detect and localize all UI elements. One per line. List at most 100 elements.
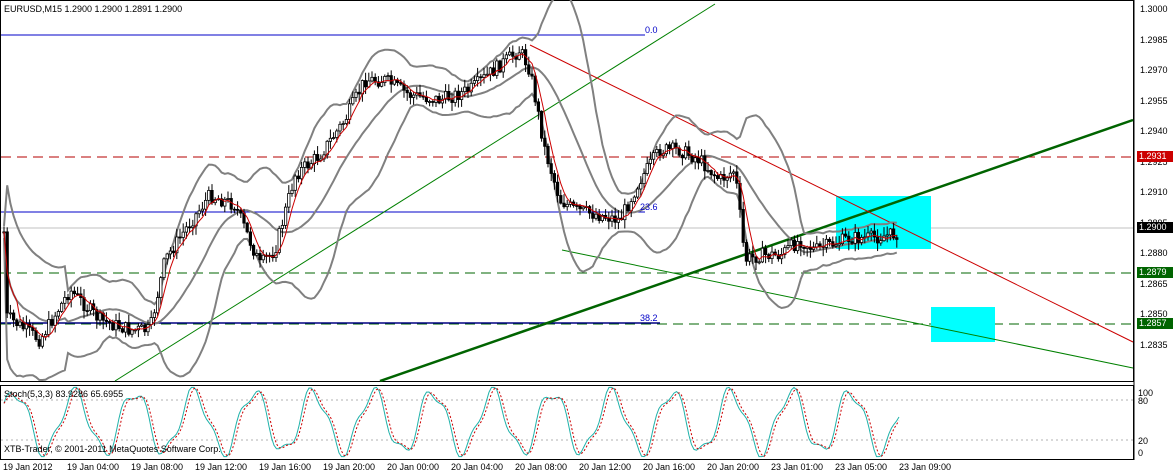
candle-body	[885, 234, 889, 237]
candle-body	[159, 277, 163, 298]
candle-body	[488, 67, 493, 75]
candle-body	[44, 334, 48, 338]
candle-body	[53, 315, 57, 326]
candle-body	[594, 213, 598, 219]
candle-body	[543, 137, 547, 147]
candle-body	[879, 240, 883, 244]
candle-body	[219, 198, 224, 207]
candle-body	[411, 94, 416, 98]
candle-body	[85, 310, 89, 312]
fib-label-382: 38.2	[640, 313, 658, 323]
stoch-level-label-0: 0	[1138, 448, 1144, 458]
candle-body	[328, 137, 333, 142]
time-scale-label: 19 Jan 04:00	[67, 462, 120, 472]
candle-body	[8, 312, 12, 315]
candle-body	[716, 175, 720, 179]
copyright-text: XTB-Trader, © 2001-2011 MetaQuotes Softw…	[4, 444, 221, 454]
candle-body	[408, 92, 413, 98]
price-tag-support-2: 1.2857	[1137, 318, 1173, 329]
candle-body	[251, 244, 256, 256]
candle-body	[639, 183, 643, 190]
price-scale-label: 1.3000	[1140, 4, 1168, 14]
candle-body	[315, 154, 320, 161]
candle-body	[98, 312, 102, 321]
candle-body	[882, 235, 886, 242]
candle-body	[648, 158, 653, 164]
price-scale-label: 1.2835	[1140, 339, 1168, 350]
candle-body	[431, 101, 435, 103]
candle-body	[335, 130, 339, 138]
candle-body	[712, 174, 717, 177]
candle-body	[40, 336, 45, 347]
candle-body	[517, 52, 521, 60]
candle-body	[687, 146, 691, 156]
candle-body	[226, 198, 230, 200]
time-scale-label: 23 Jan 01:00	[771, 462, 824, 472]
candle-body	[799, 241, 803, 248]
candle-body	[581, 206, 585, 210]
candle-body	[549, 163, 553, 174]
candle-body	[303, 161, 307, 168]
candle-body	[652, 152, 656, 160]
candle-body	[229, 198, 233, 210]
candle-body	[732, 171, 736, 174]
candle-body	[184, 226, 188, 233]
price-tag-current: 1.2900	[1137, 222, 1173, 233]
candle-body	[533, 75, 537, 103]
candle-body	[485, 73, 489, 76]
candle-body	[15, 319, 19, 327]
candle-body	[277, 228, 281, 253]
candle-body	[895, 237, 899, 240]
candle-body	[181, 231, 185, 238]
candle-body	[200, 208, 204, 212]
candle-body	[491, 67, 496, 76]
time-scale-label: 20 Jan 04:00	[451, 462, 504, 472]
candle-body	[754, 256, 758, 263]
candle-body	[786, 245, 790, 249]
candle-body	[578, 205, 582, 210]
candle-body	[63, 297, 67, 304]
candle-body	[331, 137, 336, 139]
candle-body	[50, 319, 54, 326]
candle-body	[556, 181, 560, 196]
candle-body	[501, 58, 505, 73]
price-scale-label: 1.2850	[1140, 309, 1168, 319]
candle-body	[149, 317, 153, 325]
candle-body	[664, 144, 669, 155]
candle-body	[575, 205, 579, 207]
candle-body	[66, 297, 70, 301]
candle-body	[47, 319, 51, 335]
candle-body	[207, 190, 211, 201]
candle-body	[655, 149, 659, 154]
candle-body	[290, 189, 294, 194]
candle-body	[552, 173, 557, 183]
candle-body	[668, 144, 672, 149]
candle-body	[847, 235, 851, 243]
candle-body	[386, 75, 390, 77]
candle-body	[632, 196, 637, 203]
price-scale-label: 1.2970	[1140, 65, 1168, 75]
candle-body	[741, 208, 745, 243]
candle-body	[546, 145, 550, 165]
time-scale-label: 20 Jan 16:00	[643, 462, 696, 472]
candle-body	[507, 51, 512, 56]
candle-body	[511, 51, 515, 57]
candle-body	[255, 253, 259, 256]
candle-body	[223, 198, 227, 207]
candle-body	[130, 329, 134, 335]
candle-body	[527, 64, 531, 75]
candle-body	[351, 97, 355, 105]
time-scale-label: 23 Jan 05:00	[835, 462, 888, 472]
candle-body	[34, 330, 38, 340]
trendline-red-down	[529, 44, 1134, 343]
candle-body	[693, 157, 697, 163]
candle-body	[748, 253, 752, 262]
candle-body	[203, 199, 208, 210]
time-scale-label: 19 Jan 08:00	[131, 462, 184, 472]
fib-label-236: 23.6	[640, 202, 658, 212]
price-scale-label: 1.2955	[1140, 95, 1168, 106]
candle-body	[37, 339, 41, 347]
candle-body	[600, 214, 605, 221]
